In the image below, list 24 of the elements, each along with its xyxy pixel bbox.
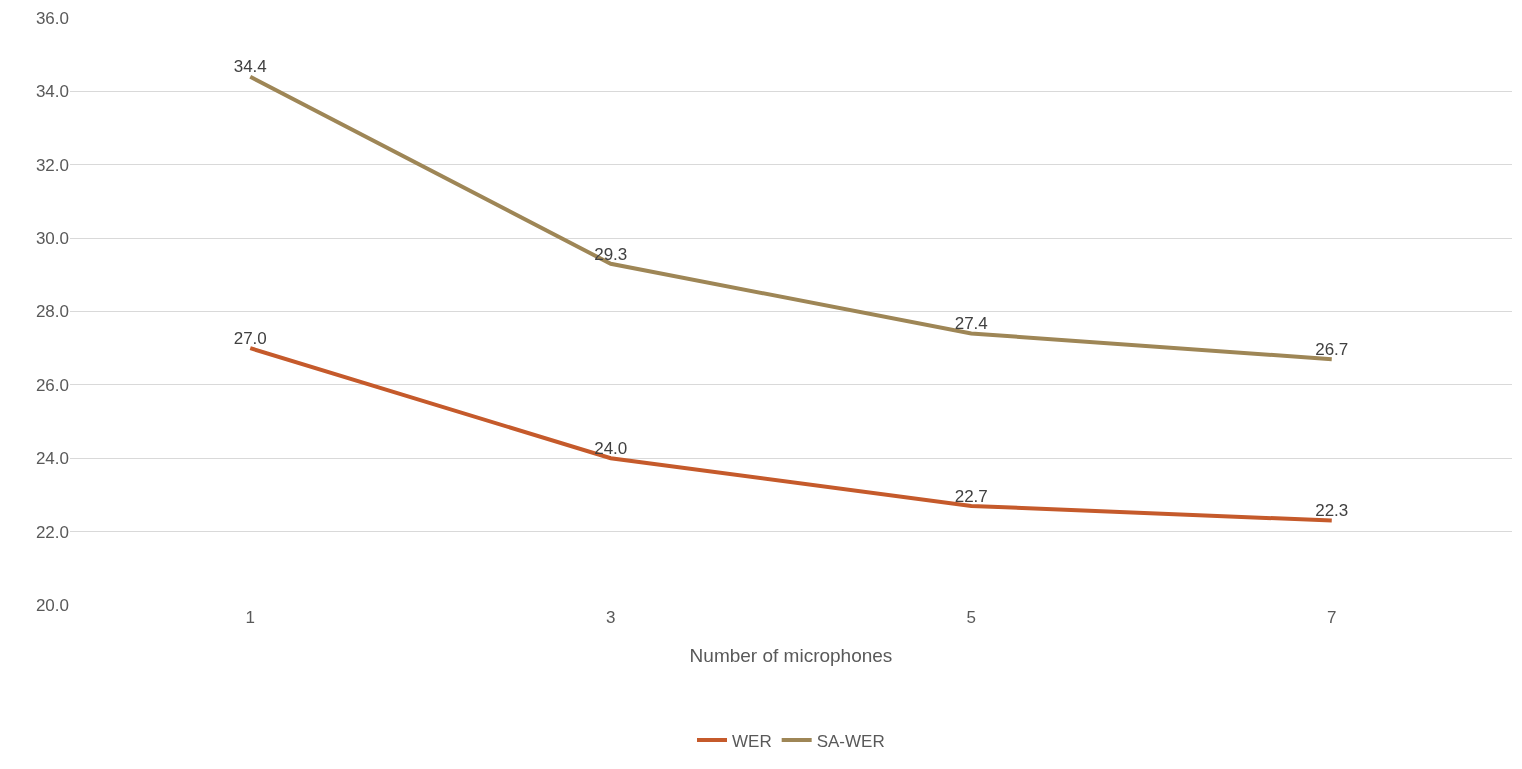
x-tick-label: 1 [245, 608, 255, 627]
y-tick-label: 24.0 [35, 449, 69, 469]
y-tick-label: 36.0 [35, 8, 69, 28]
data-label: 26.7 [1315, 339, 1349, 359]
data-label: 24.0 [594, 439, 628, 458]
data-label: 27.0 [233, 328, 267, 348]
y-tick-label: 26.0 [35, 375, 69, 395]
y-tick-label: 34.0 [35, 82, 69, 102]
data-label: 22.7 [954, 486, 988, 506]
x-tick-label: 7 [1327, 608, 1337, 627]
y-tick-label: 22.0 [35, 522, 69, 542]
x-tick-label: 3 [606, 608, 616, 627]
x-tick-label: 5 [966, 608, 976, 627]
legend-label: WER [732, 731, 772, 751]
y-tick-label: 32.0 [35, 155, 69, 175]
y-tick-label: 20.0 [35, 595, 69, 615]
data-label: 34.4 [233, 57, 267, 77]
legend-label: SA-WER [816, 731, 885, 751]
data-label: 22.3 [1315, 501, 1349, 521]
y-tick-label: 28.0 [35, 302, 69, 322]
data-label: 27.4 [954, 314, 988, 334]
x-axis-title: Number of microphones [689, 644, 893, 666]
data-label: 29.3 [594, 244, 628, 264]
y-tick-label: 30.0 [35, 229, 69, 249]
